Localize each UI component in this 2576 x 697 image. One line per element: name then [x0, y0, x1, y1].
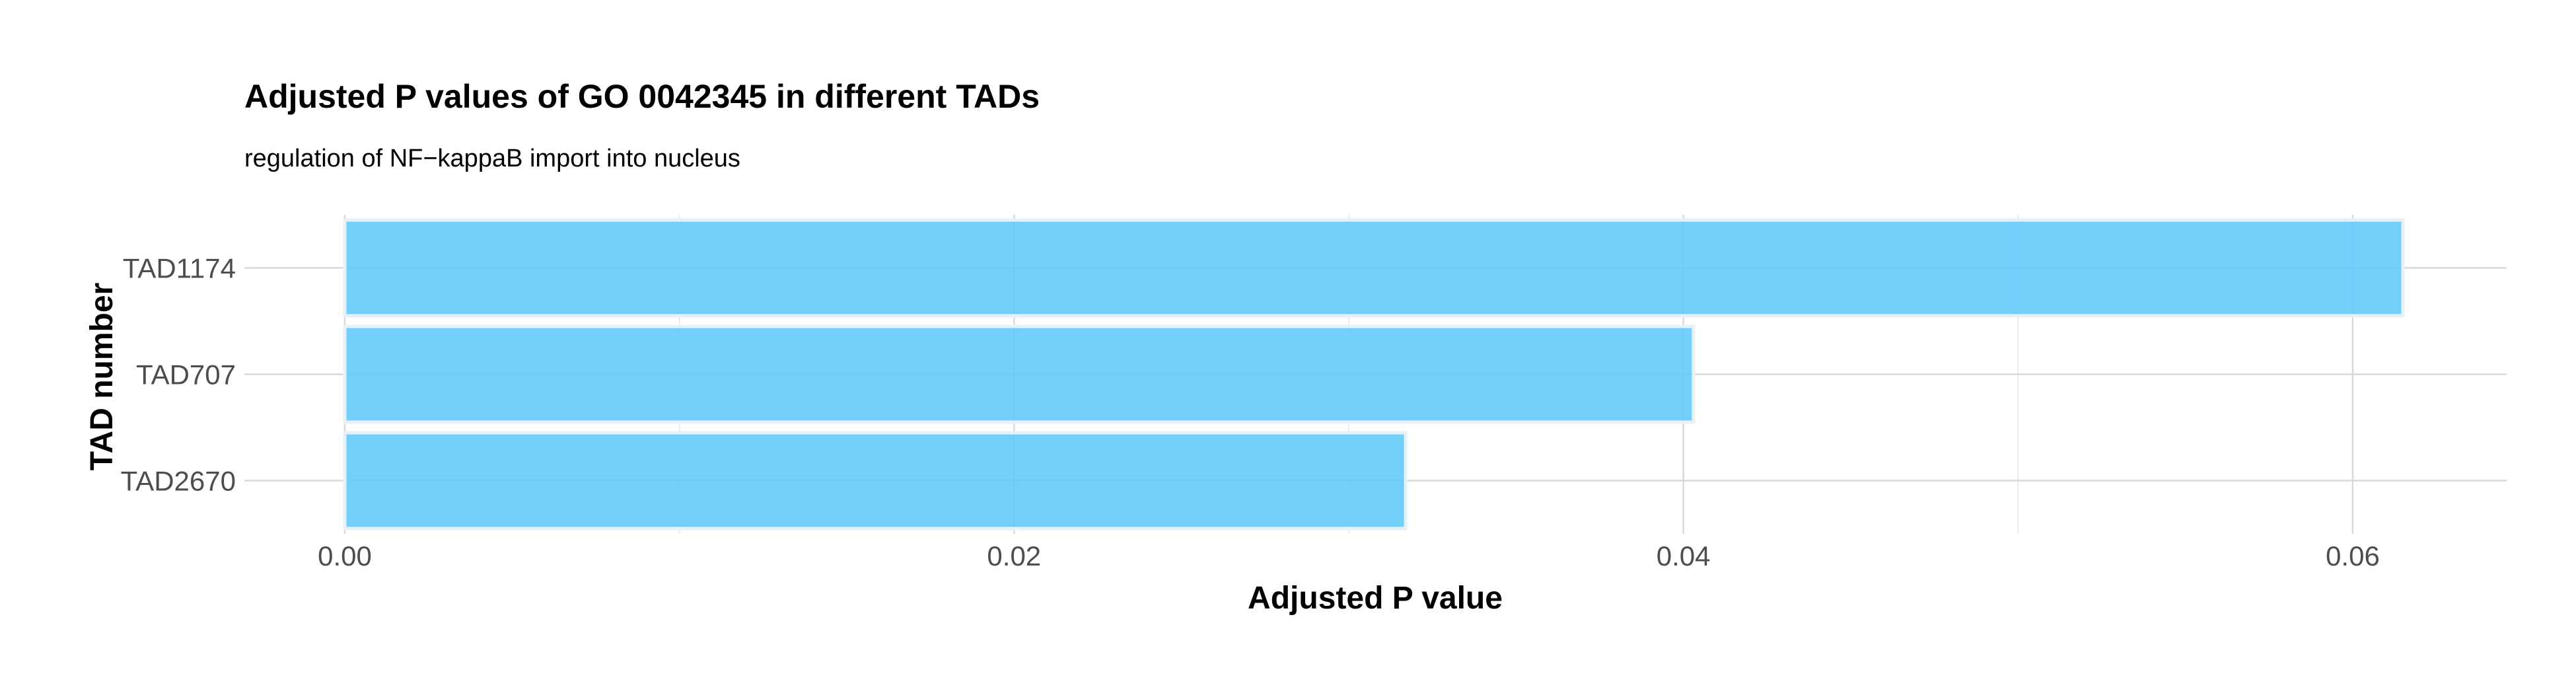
bar-TAD2670 [343, 431, 1408, 531]
y-axis-title: TAD number [85, 283, 120, 470]
y-tick-label-0: TAD1174 [123, 253, 236, 284]
y-tick-label-1: TAD707 [136, 359, 236, 390]
bar-TAD1174 [343, 218, 2405, 318]
bar-layer [343, 218, 2405, 531]
x-tick-label-2: 0.04 [1657, 540, 1711, 571]
x-tick-label-0: 0.00 [318, 540, 372, 571]
x-tick-label-1: 0.02 [987, 540, 1041, 571]
label-layer: TAD1174 TAD707 TAD2670 0.00 0.02 0.04 0.06 [121, 253, 2380, 572]
y-tick-label-2: TAD2670 [121, 466, 236, 497]
bar-TAD707 [343, 324, 1696, 424]
x-tick-label-3: 0.06 [2326, 540, 2380, 571]
chart-title: Adjusted P values of GO 0042345 in diffe… [244, 78, 1040, 115]
x-axis-title: Adjusted P value [1248, 581, 1503, 616]
chart-subtitle: regulation of NF−kappaB import into nucl… [244, 145, 740, 172]
